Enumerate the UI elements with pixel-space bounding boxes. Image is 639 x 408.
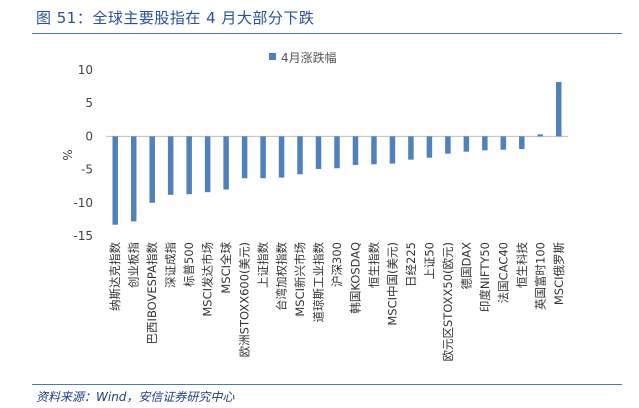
- bar: [186, 136, 192, 195]
- x-tick-label: MSCI中国(美元): [385, 242, 399, 326]
- bar: [537, 134, 544, 137]
- y-tick-label: -5: [81, 163, 93, 177]
- source-note: 资料来源：Wind，安信证券研究中心: [36, 390, 235, 404]
- bar-chart: 10 5 0 -5 -10 -15 纳斯达克指数 创业板指 巴西IBOVESPA指数 深证成指标…: [60, 50, 568, 362]
- y-axis-label: %: [60, 149, 74, 160]
- y-tick-label: 10: [78, 63, 93, 77]
- x-tick-label: 恒生科技: [515, 242, 529, 288]
- y-tick-label: -10: [73, 196, 93, 210]
- x-tick-label: 日经225: [404, 242, 418, 287]
- bar: [408, 136, 414, 160]
- y-tick-label: -15: [73, 229, 93, 243]
- bar: [130, 136, 137, 222]
- x-tick-label: 英国富时100: [533, 242, 547, 310]
- bottom-rule: [32, 384, 622, 385]
- bar: [463, 136, 470, 152]
- bar: [223, 136, 229, 190]
- x-tick-label: 印度NIFTY50: [478, 242, 492, 312]
- bar: [445, 136, 451, 154]
- bar: [167, 136, 174, 195]
- x-tick-label: 恒生指数: [367, 242, 381, 288]
- x-tick-label: 欧洲STOXX600(美元): [238, 242, 252, 357]
- bar: [556, 81, 562, 137]
- y-tick-label: 5: [85, 96, 93, 110]
- x-tick-label: 创业板指: [127, 242, 141, 288]
- x-tick-label: MSCI俄罗斯: [552, 242, 566, 306]
- x-tick-label: 德国DAX: [459, 242, 473, 290]
- bar: [482, 136, 488, 151]
- x-tick-label: 上证指数: [256, 242, 270, 288]
- bar: [278, 136, 285, 178]
- legend: 4月涨跌幅: [269, 50, 337, 65]
- x-tick-label: 上证50: [422, 242, 436, 280]
- x-tick-label: 欧元区STOXX50(欧元): [441, 242, 455, 362]
- legend-swatch: [269, 53, 276, 60]
- x-tick-label: MSCI发达市场: [201, 242, 215, 317]
- x-tick-label: MSCI全球: [219, 242, 233, 294]
- bar: [352, 136, 359, 165]
- bar: [204, 136, 211, 193]
- bar: [315, 136, 322, 169]
- bar: [241, 136, 248, 179]
- bar: [371, 136, 377, 165]
- legend-label: 4月涨跌幅: [281, 50, 337, 65]
- title-rule: [32, 33, 622, 34]
- bar: [519, 136, 525, 150]
- bar: [334, 136, 340, 169]
- x-tick-label: 道琼斯工业指数: [312, 242, 326, 323]
- bar: [389, 136, 396, 164]
- bar: [260, 136, 266, 179]
- x-tick-label: 深证成指: [164, 242, 178, 288]
- x-tick-label: 标普500: [182, 242, 196, 287]
- bar: [297, 136, 303, 175]
- y-tick-label: 0: [85, 129, 93, 143]
- x-tick-label: 巴西IBOVESPA指数: [145, 242, 159, 345]
- figure-title: 图 51：全球主要股指在 4 月大部分下跌: [36, 9, 315, 27]
- bar: [500, 136, 507, 150]
- x-tick-label: 韩国KOSDAQ: [348, 242, 362, 314]
- bar: [149, 136, 155, 203]
- x-tick-label: 纳斯达克指数: [108, 242, 122, 311]
- bar: [112, 136, 118, 225]
- x-tick-label: 沪深300: [330, 242, 344, 287]
- bar: [426, 136, 433, 158]
- x-tick-label: 台湾加权指数: [275, 242, 289, 311]
- x-tick-label: 法国CAC40: [496, 242, 510, 303]
- x-tick-label: MSCI新兴市场: [293, 242, 307, 317]
